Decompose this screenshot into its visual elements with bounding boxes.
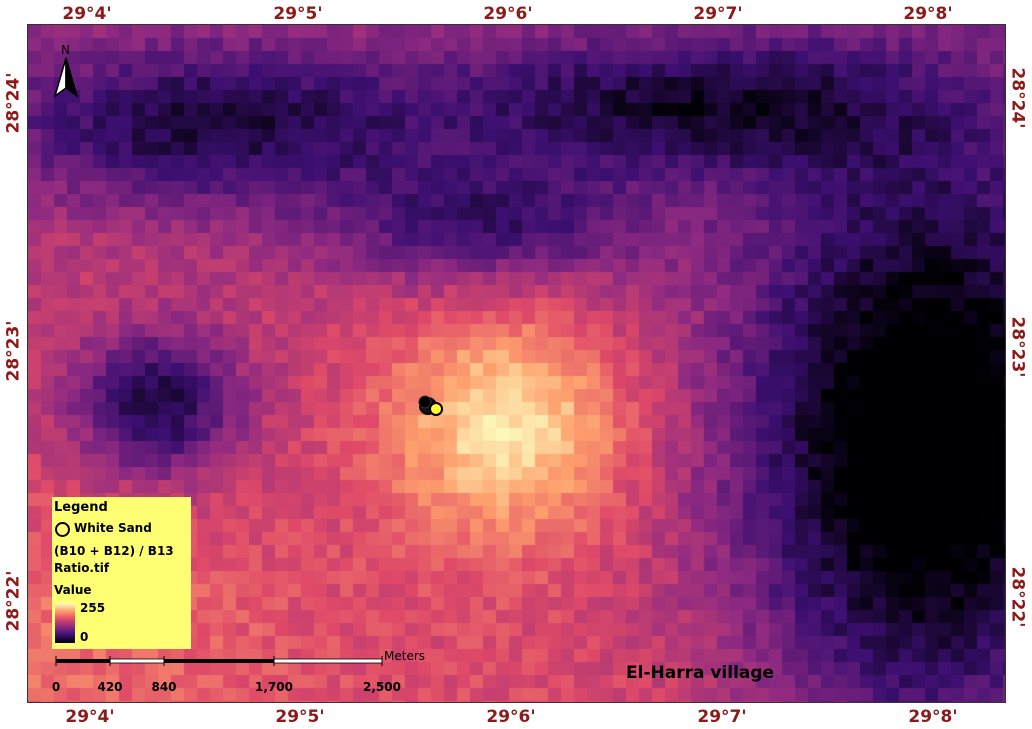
legend-point-label: White Sand [74,521,152,535]
lat-label-left: 28°22' [4,570,24,632]
lon-label-bottom: 29°8' [908,707,958,727]
legend-high-value: 255 [80,601,106,615]
legend-raster-name: (B10 + B12) / B13 [54,544,174,558]
lat-label-left: 28°23' [4,320,24,382]
color-ramp [55,603,75,643]
lat-label-left: 28°24' [4,72,24,134]
white-sand-sample-shadow [418,395,432,409]
lon-label-bottom: 29°4' [65,707,115,727]
legend-low-value: 0 [80,630,89,644]
white-sand-sample-point[interactable] [429,402,443,416]
scale-unit: Meters [384,649,426,663]
lat-label-right: 28°22' [1008,566,1028,628]
scale-tick-label: 1,700 [255,680,293,694]
point-symbol-icon [55,522,70,537]
legend-panel: Legend White Sand (B10 + B12) / B13 Rati… [52,497,191,649]
lon-label-top: 29°8' [903,4,953,24]
scale-segment [109,658,165,664]
scale-bar: Meters 0 420 840 1,700 2,500 [50,649,450,694]
lon-label-top: 29°5' [273,4,323,24]
map-overlay [418,395,443,416]
lon-label-top: 29°4' [62,4,112,24]
lon-label-top: 29°6' [483,4,533,24]
scale-tick-label: 0 [51,680,61,694]
lon-label-bottom: 29°5' [275,707,325,727]
lat-label-right: 28°23' [1008,316,1028,378]
lon-label-bottom: 29°7' [697,707,747,727]
place-label: El-Harra village [626,663,775,683]
scale-segment [56,659,110,663]
lon-label-bottom: 29°6' [486,707,536,727]
legend-raster-file: Ratio.tif [54,561,110,575]
scale-tick-label: 420 [97,680,123,694]
north-label: N [61,43,70,57]
scale-tick-label: 840 [151,680,177,694]
legend-value-title: Value [54,583,92,597]
scale-segment [164,659,274,663]
scale-tick-label: 2,500 [363,680,401,694]
legend-title: Legend [54,500,108,515]
scale-segment [273,658,383,664]
lon-label-top: 29°7' [693,4,743,24]
lat-label-right: 28°24' [1008,67,1028,129]
north-arrow-icon: N [53,43,79,98]
